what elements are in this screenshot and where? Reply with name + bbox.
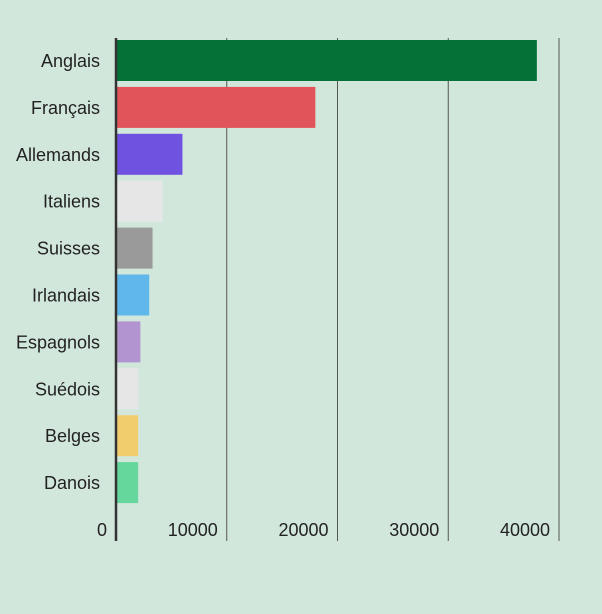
category-label-suedois: Suédois	[35, 379, 100, 399]
x-tick-label-10000: 10000	[168, 520, 218, 540]
bar-irlandais	[117, 274, 150, 316]
category-label-anglais: Anglais	[41, 51, 100, 71]
x-tick-label-20000: 20000	[278, 520, 328, 540]
bar-suisses	[117, 227, 153, 269]
x-tick-label-30000: 30000	[389, 520, 439, 540]
bar-anglais	[117, 40, 537, 81]
category-label-suisses: Suisses	[37, 239, 100, 259]
x-tick-label-0: 0	[97, 520, 107, 540]
bar-belges	[117, 415, 139, 457]
bar-espagnols	[117, 321, 141, 363]
bars	[117, 40, 537, 504]
bar-allemands	[117, 133, 183, 175]
category-label-allemands: Allemands	[16, 145, 100, 165]
bar-suedois	[117, 368, 139, 410]
bar-italiens	[117, 180, 163, 222]
x-tick-labels: 0 10000 20000 30000 40000	[97, 520, 550, 540]
bar-danois	[117, 462, 139, 504]
category-label-francais: Français	[31, 98, 100, 118]
category-label-irlandais: Irlandais	[32, 286, 100, 306]
bar-francais	[117, 86, 316, 128]
category-labels: Anglais Français Allemands Italiens Suisses I…	[16, 51, 100, 493]
category-label-danois: Danois	[44, 473, 100, 493]
category-label-espagnols: Espagnols	[16, 332, 100, 352]
category-label-italiens: Italiens	[43, 192, 100, 212]
x-tick-label-40000: 40000	[500, 520, 550, 540]
category-label-belges: Belges	[45, 426, 100, 446]
